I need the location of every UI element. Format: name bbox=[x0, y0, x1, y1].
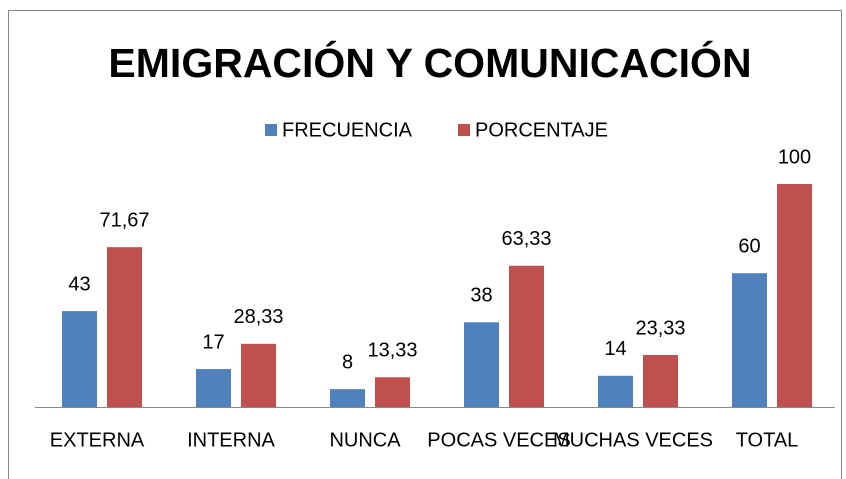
bar bbox=[107, 247, 142, 407]
data-label: 43 bbox=[68, 273, 90, 295]
bar bbox=[643, 354, 678, 407]
x-tick-label: MUCHAS VECES bbox=[553, 429, 713, 451]
bar bbox=[777, 184, 812, 407]
x-tick-label: EXTERNA bbox=[50, 429, 145, 451]
data-label: 28,33 bbox=[233, 306, 283, 328]
data-label: 63,33 bbox=[501, 228, 551, 250]
x-tick-label: POCAS VECES bbox=[427, 429, 570, 451]
legend-swatch bbox=[458, 124, 470, 136]
data-label: 60 bbox=[738, 235, 760, 257]
bar bbox=[598, 375, 633, 407]
legend-label: PORCENTAJE bbox=[475, 119, 608, 141]
data-label: 13,33 bbox=[367, 340, 417, 362]
bar bbox=[241, 343, 276, 407]
x-tick-label: NUNCA bbox=[329, 429, 401, 451]
data-label: 17 bbox=[202, 331, 224, 353]
data-label: 23,33 bbox=[635, 317, 685, 339]
x-tick-label: TOTAL bbox=[736, 429, 799, 451]
bar bbox=[464, 322, 499, 407]
bar bbox=[196, 369, 231, 407]
data-label: 38 bbox=[470, 285, 492, 307]
bar bbox=[62, 311, 97, 407]
data-label: 8 bbox=[342, 351, 353, 373]
data-label: 71,67 bbox=[99, 209, 149, 231]
data-label: 14 bbox=[604, 338, 626, 360]
legend-swatch bbox=[265, 124, 277, 136]
chart-title: EMIGRACIÓN Y COMUNICACIÓN bbox=[108, 40, 751, 86]
x-tick-label: INTERNA bbox=[187, 429, 275, 451]
data-label: 100 bbox=[778, 146, 811, 168]
bar bbox=[330, 389, 365, 407]
bar bbox=[732, 273, 767, 407]
bar bbox=[509, 265, 544, 407]
bar bbox=[375, 377, 410, 407]
legend-label: FRECUENCIA bbox=[282, 119, 413, 141]
